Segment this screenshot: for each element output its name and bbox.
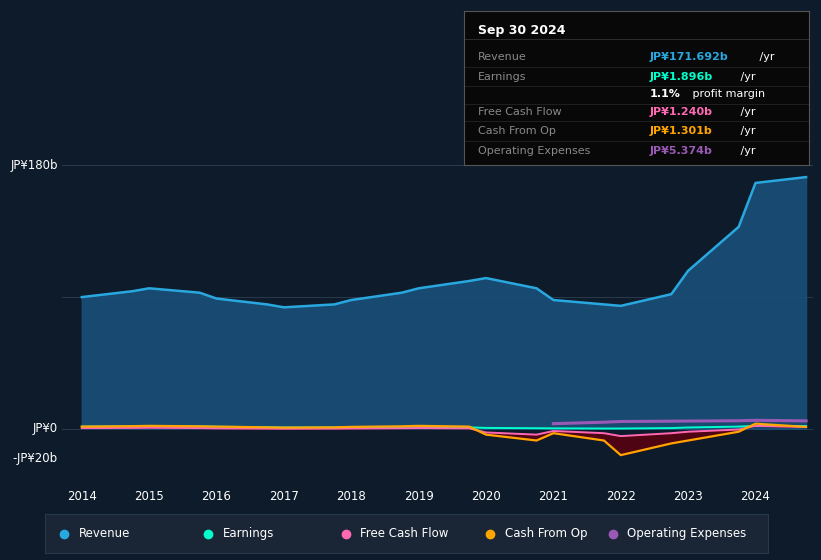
- Text: JP¥1.301b: JP¥1.301b: [650, 125, 713, 136]
- Text: /yr: /yr: [737, 72, 755, 82]
- Text: /yr: /yr: [737, 146, 755, 156]
- Text: Revenue: Revenue: [478, 53, 526, 62]
- Text: Free Cash Flow: Free Cash Flow: [360, 527, 448, 540]
- Text: Free Cash Flow: Free Cash Flow: [478, 107, 562, 117]
- Text: 1.1%: 1.1%: [650, 90, 681, 99]
- Text: JP¥1.896b: JP¥1.896b: [650, 72, 713, 82]
- Text: -JP¥20b: -JP¥20b: [12, 451, 57, 465]
- Text: JP¥180b: JP¥180b: [11, 159, 57, 172]
- Text: JP¥1.240b: JP¥1.240b: [650, 107, 713, 117]
- Text: JP¥5.374b: JP¥5.374b: [650, 146, 713, 156]
- Text: Earnings: Earnings: [222, 527, 274, 540]
- Text: Cash From Op: Cash From Op: [478, 125, 556, 136]
- Text: Earnings: Earnings: [478, 72, 526, 82]
- Text: Cash From Op: Cash From Op: [505, 527, 587, 540]
- Text: Operating Expenses: Operating Expenses: [478, 146, 590, 156]
- Text: profit margin: profit margin: [689, 90, 765, 99]
- Text: JP¥0: JP¥0: [33, 422, 57, 435]
- Text: /yr: /yr: [737, 107, 755, 117]
- Text: Revenue: Revenue: [78, 527, 130, 540]
- Text: /yr: /yr: [756, 53, 775, 62]
- Text: /yr: /yr: [737, 125, 755, 136]
- Text: Operating Expenses: Operating Expenses: [627, 527, 747, 540]
- Text: JP¥171.692b: JP¥171.692b: [650, 53, 729, 62]
- Text: Sep 30 2024: Sep 30 2024: [478, 24, 565, 38]
